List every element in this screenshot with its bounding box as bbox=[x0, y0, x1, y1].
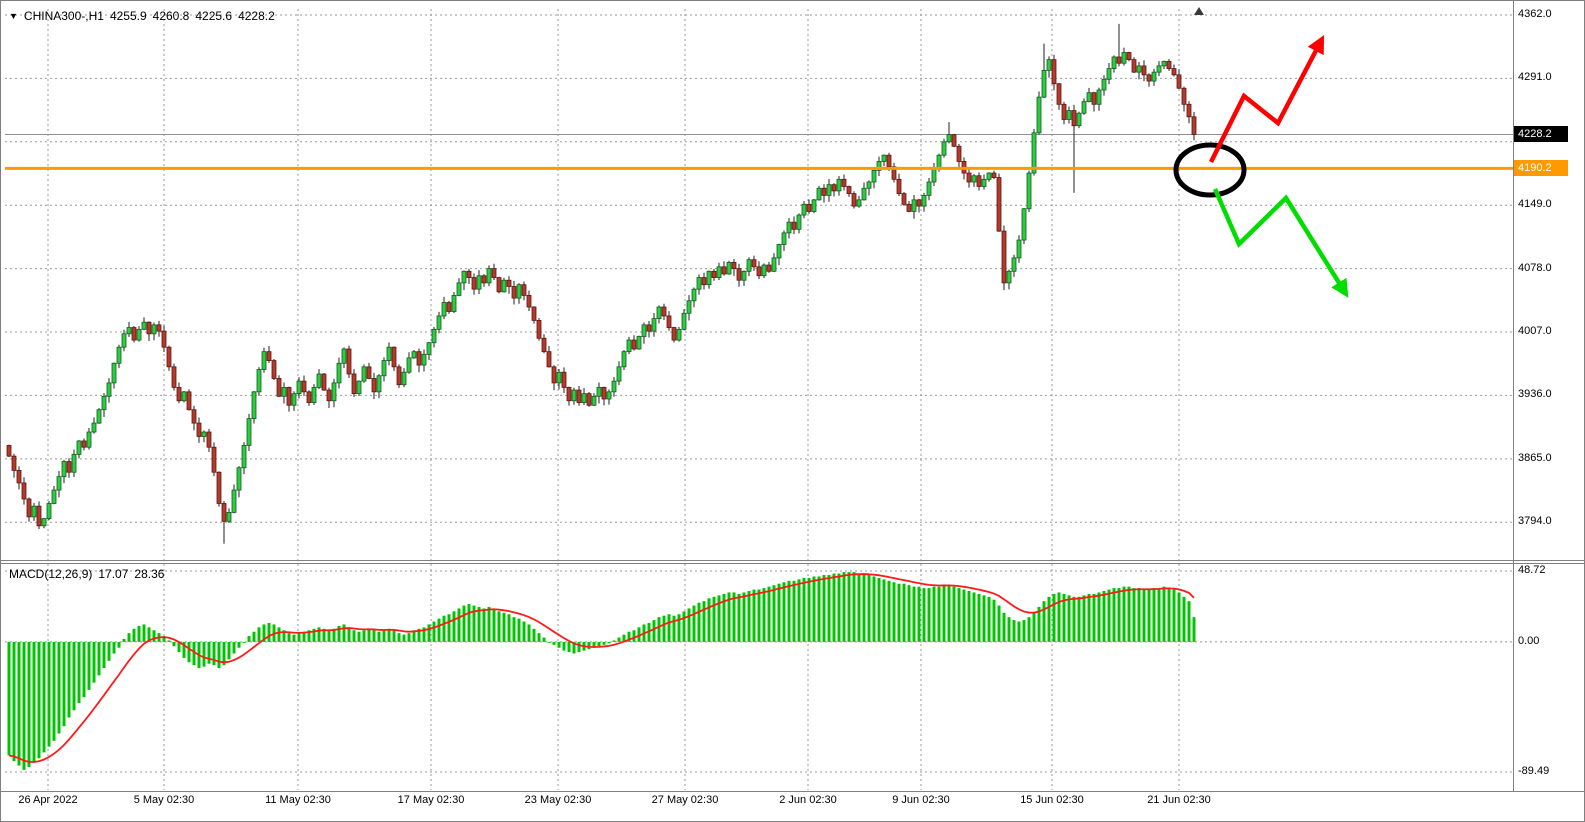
macd-signal-value: 28.36 bbox=[134, 567, 165, 581]
macd-tick-label: 48.72 bbox=[1518, 564, 1546, 577]
price-tick-label: 3794.0 bbox=[1518, 515, 1552, 528]
time-tick-label: 17 May 02:30 bbox=[397, 794, 465, 806]
macd-main-value: 17.07 bbox=[98, 567, 129, 581]
price-tick-label: 3936.0 bbox=[1518, 388, 1552, 401]
price-tick-label: 4362.0 bbox=[1518, 8, 1552, 20]
ohlc-close-value: 4228.2 bbox=[238, 9, 275, 23]
panel-borders bbox=[1, 1, 1584, 792]
candles-layer[interactable] bbox=[6, 23, 1197, 544]
ohlc-low-value: 4225.6 bbox=[195, 9, 233, 23]
macd-indicator-label: MACD(12,26,9) 17.07 28.36 bbox=[9, 567, 164, 581]
time-tick-label: 23 May 02:30 bbox=[524, 794, 592, 806]
time-tick-label: 15 Jun 02:30 bbox=[1020, 794, 1084, 806]
bearish-scenario-arrow[interactable] bbox=[1212, 188, 1349, 298]
time-tick-label: 9 Jun 02:30 bbox=[892, 794, 950, 806]
price-tick-label: 4007.0 bbox=[1518, 325, 1552, 337]
macd-name: MACD(12,26,9) bbox=[9, 567, 93, 581]
chart-shift-end-marker[interactable] bbox=[1194, 7, 1204, 15]
symbol-period-label: CHINA300-,H1 bbox=[23, 9, 104, 23]
bullish-scenario-arrow[interactable] bbox=[1208, 35, 1325, 164]
price-tick-label: 4078.0 bbox=[1518, 261, 1552, 274]
price-tick-label: 4149.0 bbox=[1518, 198, 1552, 211]
entry-circle-annotation[interactable] bbox=[1173, 142, 1247, 198]
time-tick-label: 5 May 02:30 bbox=[133, 794, 195, 806]
ohlc-open-value: 4255.9 bbox=[109, 9, 147, 23]
macd-tick-label: -89.49 bbox=[1518, 765, 1550, 778]
symbol-dropdown-icon[interactable]: ▼ bbox=[9, 11, 18, 21]
time-tick-label: 26 Apr 2022 bbox=[18, 794, 78, 806]
macd-histogram[interactable] bbox=[7, 572, 1196, 770]
time-tick-label: 11 May 02:30 bbox=[265, 794, 331, 806]
hline-price-badge: 4190.2 bbox=[1514, 160, 1568, 177]
time-tick-label: 2 Jun 02:30 bbox=[779, 794, 837, 806]
chart-ohlc-header: ▼ CHINA300-,H1 4255.9 4260.8 4225.6 4228… bbox=[9, 9, 275, 23]
grid-lines bbox=[5, 9, 1513, 790]
price-tick-label: 3865.0 bbox=[1518, 451, 1552, 464]
macd-tick-label: 0.00 bbox=[1518, 634, 1540, 647]
time-tick-label: 21 Jun 02:30 bbox=[1147, 794, 1211, 806]
time-tick-label: 27 May 02:30 bbox=[651, 794, 719, 806]
ohlc-high-value: 4260.8 bbox=[152, 9, 190, 23]
last-price-badge: 4228.2 bbox=[1514, 126, 1568, 143]
macd-signal-line bbox=[8, 573, 1195, 763]
price-tick-label: 4291.0 bbox=[1518, 71, 1552, 84]
